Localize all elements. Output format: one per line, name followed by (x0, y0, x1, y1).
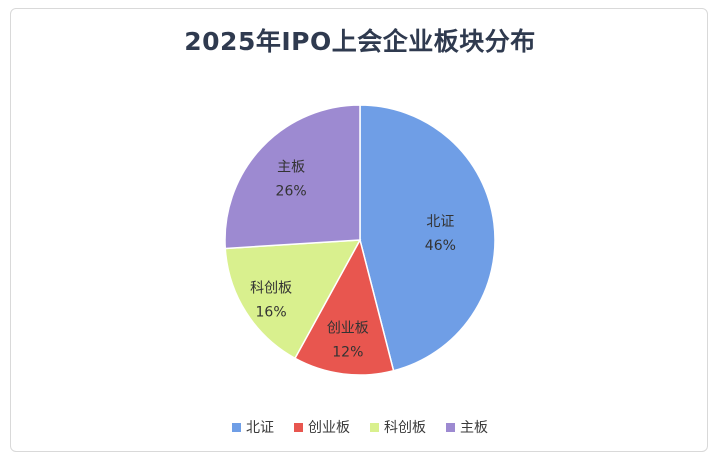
slice-name-label: 创业板 (327, 320, 369, 336)
slice-value-label: 46% (425, 238, 456, 254)
pie-slice (359, 104, 496, 372)
slice-value-label: 26% (276, 183, 307, 199)
slice-value-label: 12% (332, 344, 363, 360)
pie-slice (224, 104, 361, 250)
pie-slice (224, 239, 362, 360)
legend-swatch (370, 422, 379, 432)
chart-legend: 北证 创业板 科创板 主板 (0, 417, 720, 437)
legend-swatch (294, 422, 303, 432)
legend-label: 科创板 (384, 420, 426, 436)
legend-item: 北证 (232, 417, 274, 437)
legend-label: 主板 (460, 420, 488, 436)
legend-label: 北证 (246, 420, 274, 436)
legend-item: 科创板 (370, 417, 426, 437)
slice-value-label: 16% (256, 304, 287, 320)
slice-name-label: 主板 (277, 159, 305, 175)
slice-name-label: 科创板 (250, 280, 292, 296)
slice-name-label: 北证 (426, 214, 454, 230)
legend-item: 创业板 (294, 417, 350, 437)
legend-swatch (446, 422, 455, 432)
chart-title: 2025年IPO上会企业板块分布 (184, 27, 536, 56)
legend-label: 创业板 (308, 420, 350, 436)
pie-slice (293, 237, 395, 376)
legend-item: 主板 (446, 417, 488, 437)
legend-swatch (232, 422, 241, 432)
